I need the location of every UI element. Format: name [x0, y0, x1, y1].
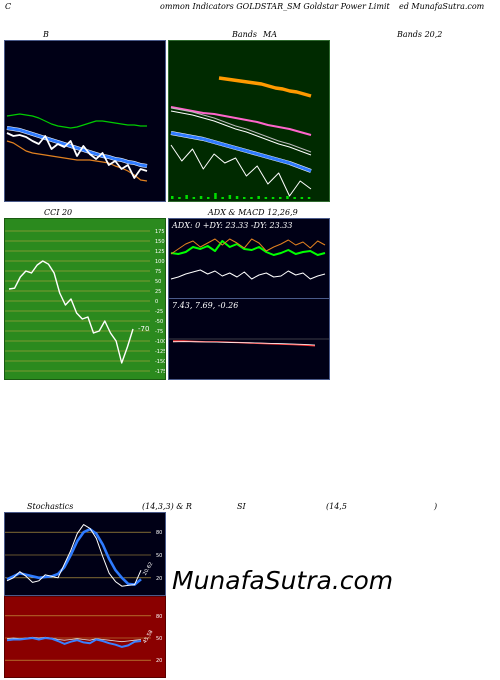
- bollinger-panel: [4, 40, 166, 202]
- volume-bar: [214, 193, 217, 199]
- macd-panel: 7.43, 7.69, -0.26: [168, 298, 330, 380]
- volume-bar: [300, 197, 304, 199]
- cci-title: CCI 20: [44, 208, 73, 217]
- volume-bar: [207, 197, 210, 199]
- cci-tick-label: 25: [155, 289, 161, 295]
- cci-tick-label: 0: [155, 299, 158, 305]
- cci-tick-label: -175: [155, 369, 165, 375]
- volume-bar: [271, 197, 275, 199]
- macd-chart: [169, 338, 329, 347]
- rsi-blue-line: [6, 637, 142, 648]
- bb-lower-line: [6, 140, 148, 182]
- volume-bar: [235, 196, 239, 199]
- stoch-panel: 80 50 20 20.62: [4, 512, 166, 596]
- volume-bar: [192, 197, 196, 199]
- bb-upper-line: [6, 113, 147, 129]
- cci-panel: 175 150 125 100 75 50 25 0 -25 -50 -75 -100 -125 -150…: [4, 218, 166, 380]
- stoch-tick-label: 20: [156, 576, 162, 582]
- cci-tick-label: 50: [155, 279, 161, 285]
- cci-tick-label: -75: [155, 329, 163, 335]
- rsi-params-a: (14,5: [326, 502, 347, 511]
- signal-line: [172, 341, 316, 346]
- volume-bar: [250, 197, 253, 199]
- bb-price-line: [6, 132, 148, 179]
- bands-title-left: B: [43, 30, 49, 39]
- bands-title-mid-b: MA: [263, 30, 277, 39]
- volume-bar: [178, 197, 181, 199]
- bb-middle-line: [6, 126, 148, 168]
- adx-panel: ADX: 0 +DY: 23.33 -DY: 23.33: [168, 218, 330, 300]
- ma-white-line: [170, 110, 312, 156]
- volume-bar: [293, 197, 296, 199]
- cci-tick-label: 150: [155, 239, 165, 245]
- stoch-d-line: [6, 527, 142, 586]
- rsi-panel: 80 50 20 45.58: [4, 596, 166, 678]
- ma-orange-line: [218, 76, 312, 98]
- header-left: C: [5, 2, 12, 11]
- rsi-tick-label: 80: [156, 614, 162, 620]
- volume-bar: [286, 196, 289, 199]
- plus-di-line: [170, 240, 326, 256]
- cci-tick-label: 100: [155, 259, 165, 265]
- adx-readout: ADX: 0 +DY: 23.33 -DY: 23.33: [172, 221, 293, 230]
- cci-tick-label: -100: [155, 339, 165, 345]
- stoch-tick-label: 80: [156, 530, 162, 536]
- cci-tick-label: -150: [155, 359, 165, 365]
- stoch-last-label: 20.62: [142, 561, 154, 576]
- ma-blue-halo: [170, 131, 312, 173]
- ma-chart: [170, 76, 312, 199]
- price-line: [170, 144, 312, 197]
- stoch-k-line: [6, 524, 142, 587]
- volume-bar: [171, 196, 174, 199]
- cci-tick-label: -25: [155, 309, 163, 315]
- volume-bar: [185, 195, 188, 199]
- bollinger-chart: [6, 113, 148, 182]
- rsi-chart: 80 50 20 45.58: [5, 614, 162, 664]
- header-title: ommon Indicators GOLDSTAR_SM Goldstar Po…: [160, 2, 390, 11]
- bands-title-mid-a: Bands: [232, 30, 258, 39]
- adx-macd-title: ADX & MACD 12,26,9: [208, 208, 298, 217]
- volume-bar: [279, 197, 282, 199]
- ma-panel: [168, 40, 330, 202]
- cci-tick-label: 75: [155, 269, 161, 275]
- cci-tick-label: 125: [155, 249, 165, 255]
- ma-white-outer-line: [170, 107, 312, 153]
- volume-bar: [257, 196, 260, 199]
- cci-line: [8, 260, 134, 364]
- rsi-tick-label: 50: [156, 636, 162, 642]
- volume-bar: [307, 197, 311, 199]
- rsi-title: SI: [237, 502, 246, 511]
- volume-bar: [199, 196, 203, 199]
- ma-blue-line: [170, 131, 312, 173]
- macd-readout: 7.43, 7.69, -0.26: [172, 301, 239, 310]
- rsi-params-b: ): [434, 502, 438, 511]
- volume-bar: [228, 195, 232, 199]
- cci-tick-label: -125: [155, 349, 165, 355]
- volume-bar: [221, 197, 224, 199]
- cci-tick-label: 175: [155, 229, 165, 235]
- stoch-title-left: Stochastics: [27, 502, 74, 511]
- cci-tick-label: -50: [155, 319, 163, 325]
- volume-bar: [264, 197, 268, 199]
- stoch-tick-label: 50: [156, 553, 162, 559]
- bands-title-right: Bands 20,2: [397, 30, 443, 39]
- stoch-title-mid: (14,3,3) & R: [142, 502, 192, 511]
- adx-chart: [170, 238, 326, 280]
- watermark: MunafaSutra.com: [172, 566, 394, 595]
- minus-di-line: [170, 238, 326, 255]
- ma-pink-line: [170, 106, 312, 136]
- cci-chart: 175 150 125 100 75 50 25 0 -25 -50 -75 -100 -125 -150…: [5, 229, 165, 375]
- adx-line: [170, 269, 326, 280]
- rsi-last-label: 45.58: [142, 629, 154, 644]
- volume-bar: [243, 197, 246, 199]
- header-site: ed MunafaSutra.com: [399, 2, 485, 11]
- rsi-tick-label: 20: [156, 658, 162, 664]
- cci-last-label: -70: [138, 325, 149, 333]
